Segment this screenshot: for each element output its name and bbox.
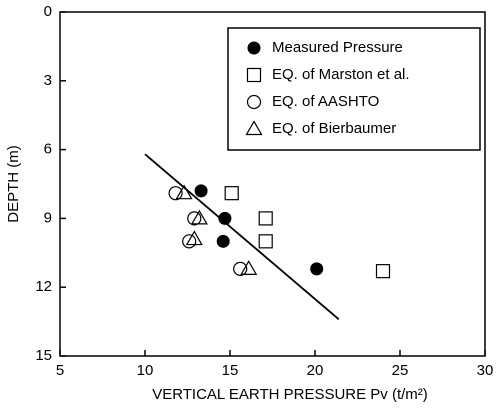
x-tick-label: 10 — [137, 362, 154, 379]
point — [310, 262, 324, 276]
plot-frame — [59, 11, 486, 357]
legend-marker — [246, 94, 262, 110]
legend-marker — [247, 41, 261, 55]
point — [216, 234, 230, 248]
point — [224, 186, 239, 201]
point — [218, 211, 232, 225]
legend-marker — [245, 120, 263, 136]
y-tick-label: 6 — [44, 141, 52, 158]
trend-line — [144, 153, 340, 320]
legend-marker — [246, 67, 262, 83]
legend-label: EQ. of Bierbaumer — [272, 120, 396, 137]
x-tick-label: 15 — [222, 362, 239, 379]
y-tick-label: 15 — [35, 347, 52, 364]
point — [258, 211, 273, 226]
x-axis-label: VERTICAL EARTH PRESSURE Pv (t/m²) — [152, 386, 428, 403]
point — [190, 209, 208, 225]
point — [240, 260, 258, 275]
y-tick-label: 9 — [44, 209, 52, 226]
x-tick-label: 25 — [392, 362, 409, 379]
point — [185, 230, 203, 246]
point — [375, 264, 391, 279]
legend-label: Measured Pressure — [272, 39, 403, 56]
point — [233, 261, 248, 276]
x-tick-label: 20 — [307, 362, 324, 379]
point — [175, 184, 193, 200]
y-tick-label: 0 — [44, 3, 52, 20]
point — [194, 184, 208, 198]
legend-label: EQ. of AASHTO — [272, 93, 379, 110]
point — [187, 211, 202, 226]
y-axis-label: DEPTH (m) — [5, 145, 22, 223]
legend: Measured Pressure EQ. of Marston et al. EQ… — [227, 27, 481, 151]
point — [182, 234, 197, 249]
point — [168, 186, 183, 201]
x-tick-label: 30 — [477, 362, 494, 379]
legend-box — [227, 27, 481, 151]
y-tick-label: 12 — [35, 278, 52, 295]
y-tick-label: 3 — [44, 72, 52, 89]
x-tick-label: 5 — [56, 362, 64, 379]
point — [258, 234, 273, 249]
legend-label: EQ. of Marston et al. — [272, 66, 410, 83]
